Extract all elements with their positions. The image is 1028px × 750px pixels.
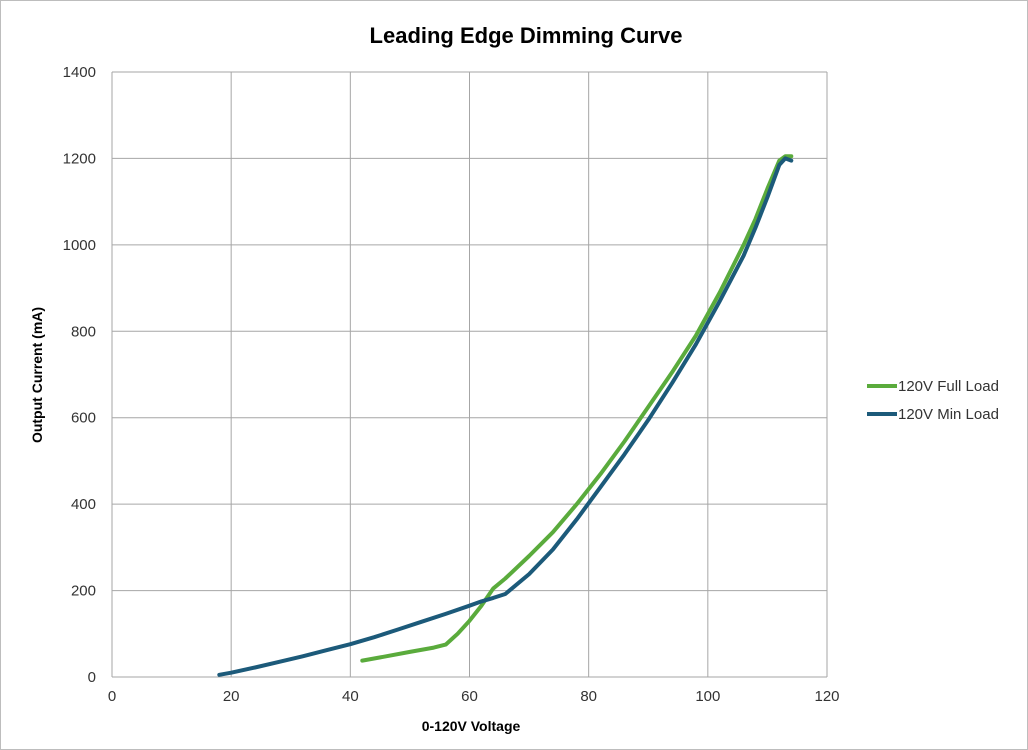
y-tick-label: 400 <box>71 496 96 513</box>
x-tick-label: 20 <box>223 688 240 705</box>
chart-title: Leading Edge Dimming Curve <box>370 23 683 48</box>
y-tick-label: 0 <box>88 669 96 686</box>
x-axis-title: 0-120V Voltage <box>422 718 521 734</box>
legend-label: 120V Full Load <box>898 378 999 395</box>
legend: 120V Full Load 120V Min Load <box>867 378 999 423</box>
x-tick-label: 0 <box>108 688 116 705</box>
x-tick-label: 40 <box>342 688 359 705</box>
y-tick-label: 200 <box>71 583 96 600</box>
y-tick-label: 1000 <box>63 237 96 254</box>
tick-labels: 0 200 400 600 800 1000 1200 1400 0 20 40 60 80 100 120 <box>63 64 840 705</box>
y-tick-label: 1400 <box>63 64 96 81</box>
series-line-120v-full-load <box>360 154 794 663</box>
x-tick-label: 80 <box>580 688 597 705</box>
x-tick-label: 120 <box>814 688 839 705</box>
grid <box>111 71 828 678</box>
x-tick-label: 100 <box>695 688 720 705</box>
legend-label: 120V Min Load <box>898 406 999 423</box>
y-tick-label: 1200 <box>63 150 96 167</box>
y-tick-label: 800 <box>71 323 96 340</box>
y-tick-label: 600 <box>71 410 96 427</box>
series-layer <box>217 154 794 677</box>
y-axis-title: Output Current (mA) <box>29 307 45 443</box>
series-line-120v-min-load <box>217 156 794 677</box>
x-tick-label: 60 <box>461 688 478 705</box>
